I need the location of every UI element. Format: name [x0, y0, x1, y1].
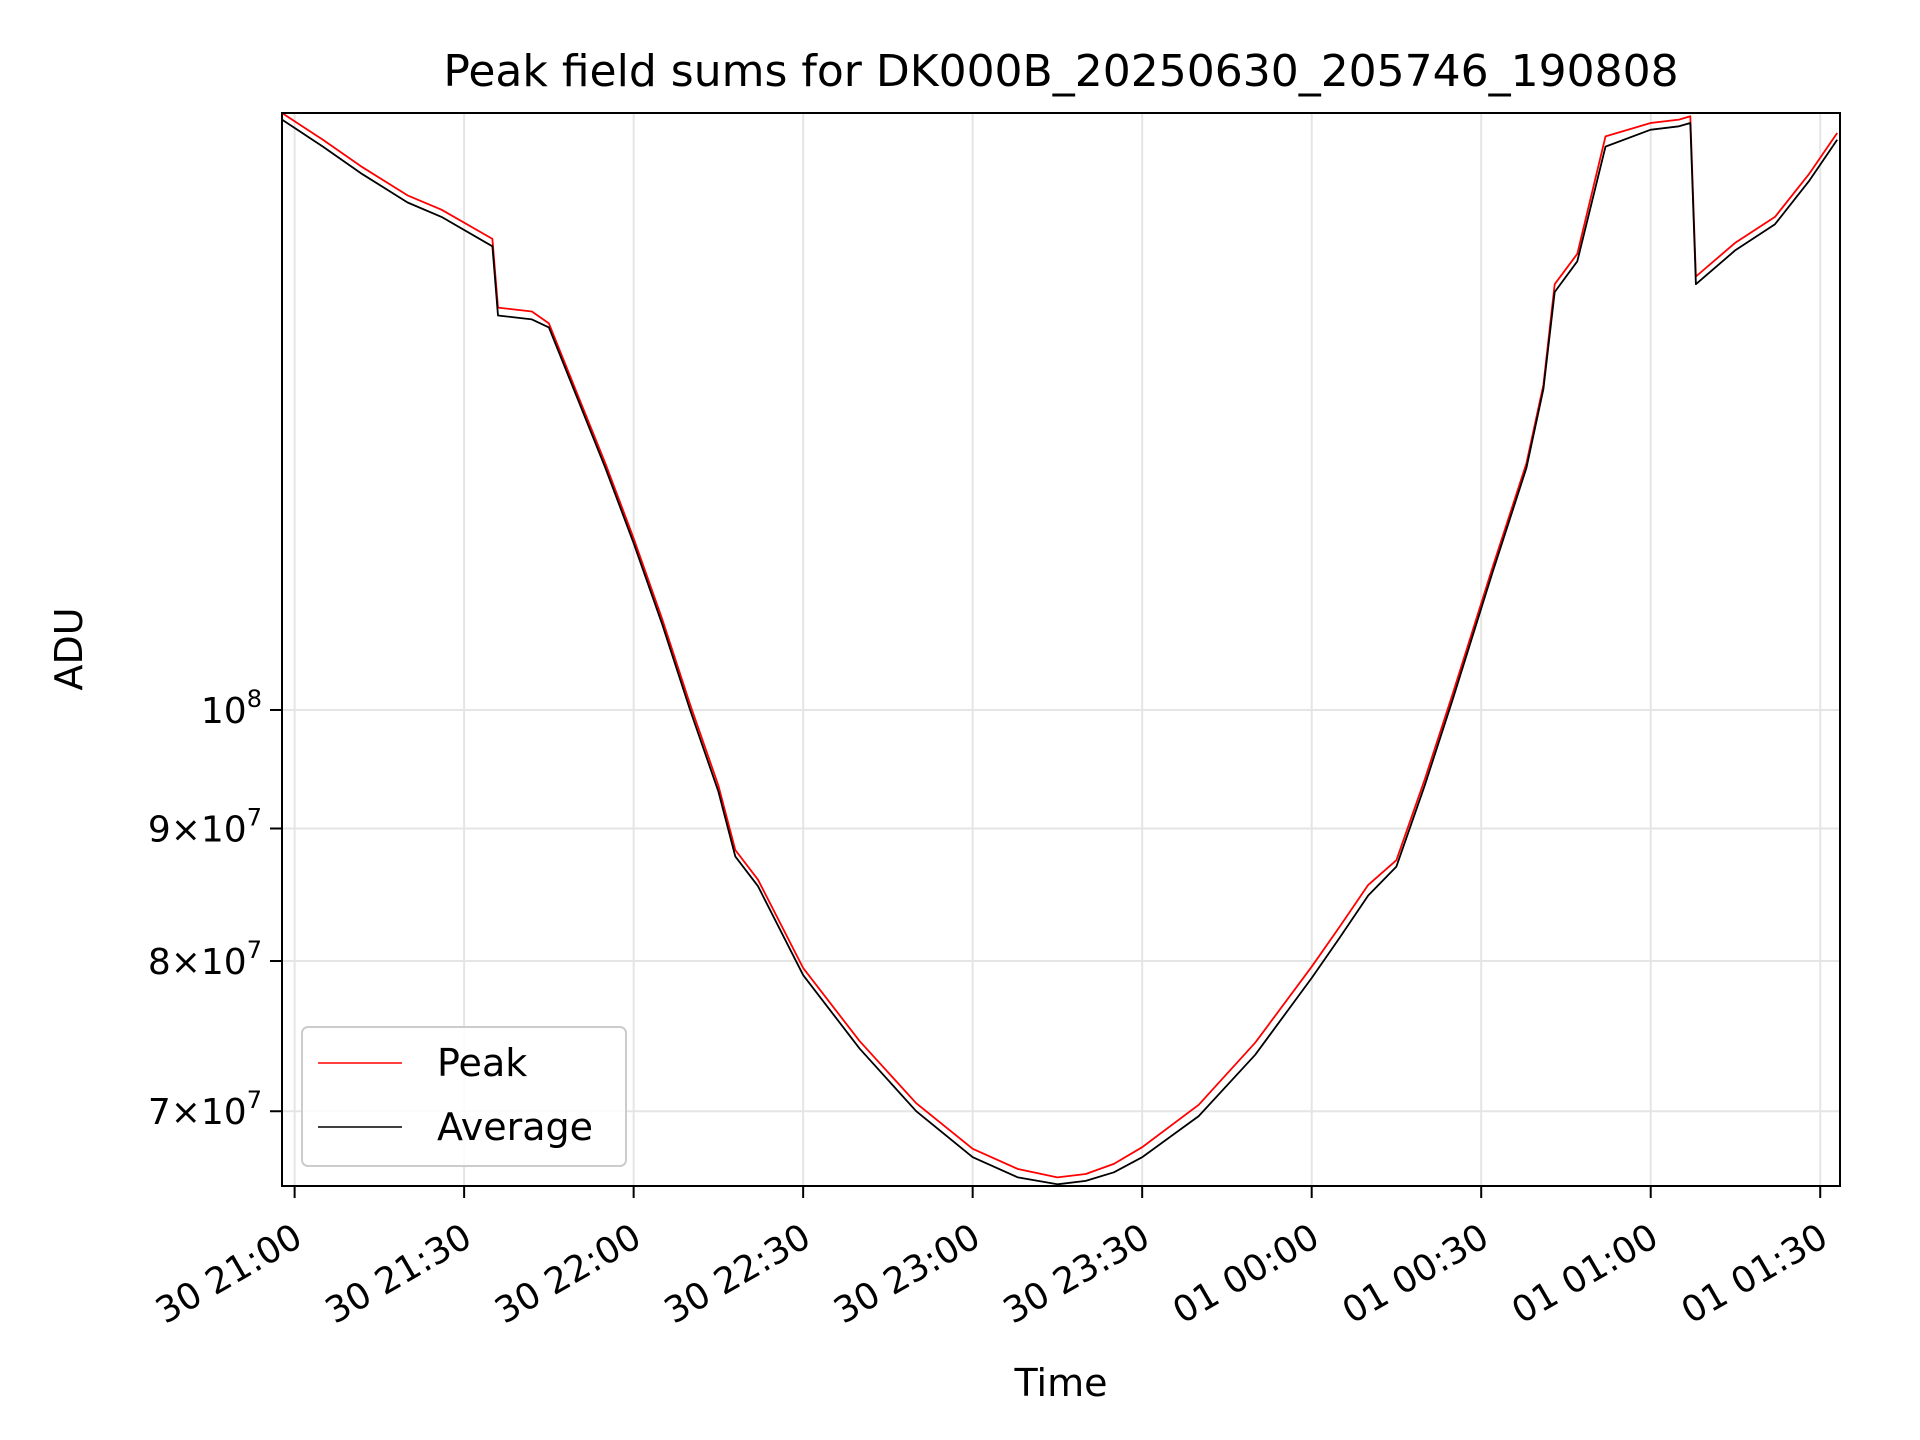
y-axis-ticks: 7×107 8×107 9×107 108 — [148, 685, 282, 1133]
series-line-peak — [281, 112, 1838, 1179]
y-tick-label: 9×107 — [148, 804, 262, 851]
plot-frame — [281, 112, 1841, 1187]
gridlines — [282, 113, 1840, 1186]
series-layer — [281, 112, 1838, 1186]
legend: Peak Average — [301, 1026, 627, 1167]
y-axis-label: ADU — [47, 607, 91, 690]
legend-label-average: Average — [437, 1105, 593, 1149]
chart-title: Peak field sums for DK000B_20250630_2057… — [443, 46, 1678, 97]
y-tick-label: 8×107 — [148, 936, 262, 983]
series-line-average — [281, 118, 1838, 1186]
legend-label-peak: Peak — [437, 1041, 527, 1085]
legend-box — [301, 1026, 627, 1167]
y-tick-label: 108 — [201, 685, 262, 732]
x-axis-label: Time — [1014, 1361, 1108, 1405]
y-tick-label: 7×107 — [148, 1086, 262, 1133]
